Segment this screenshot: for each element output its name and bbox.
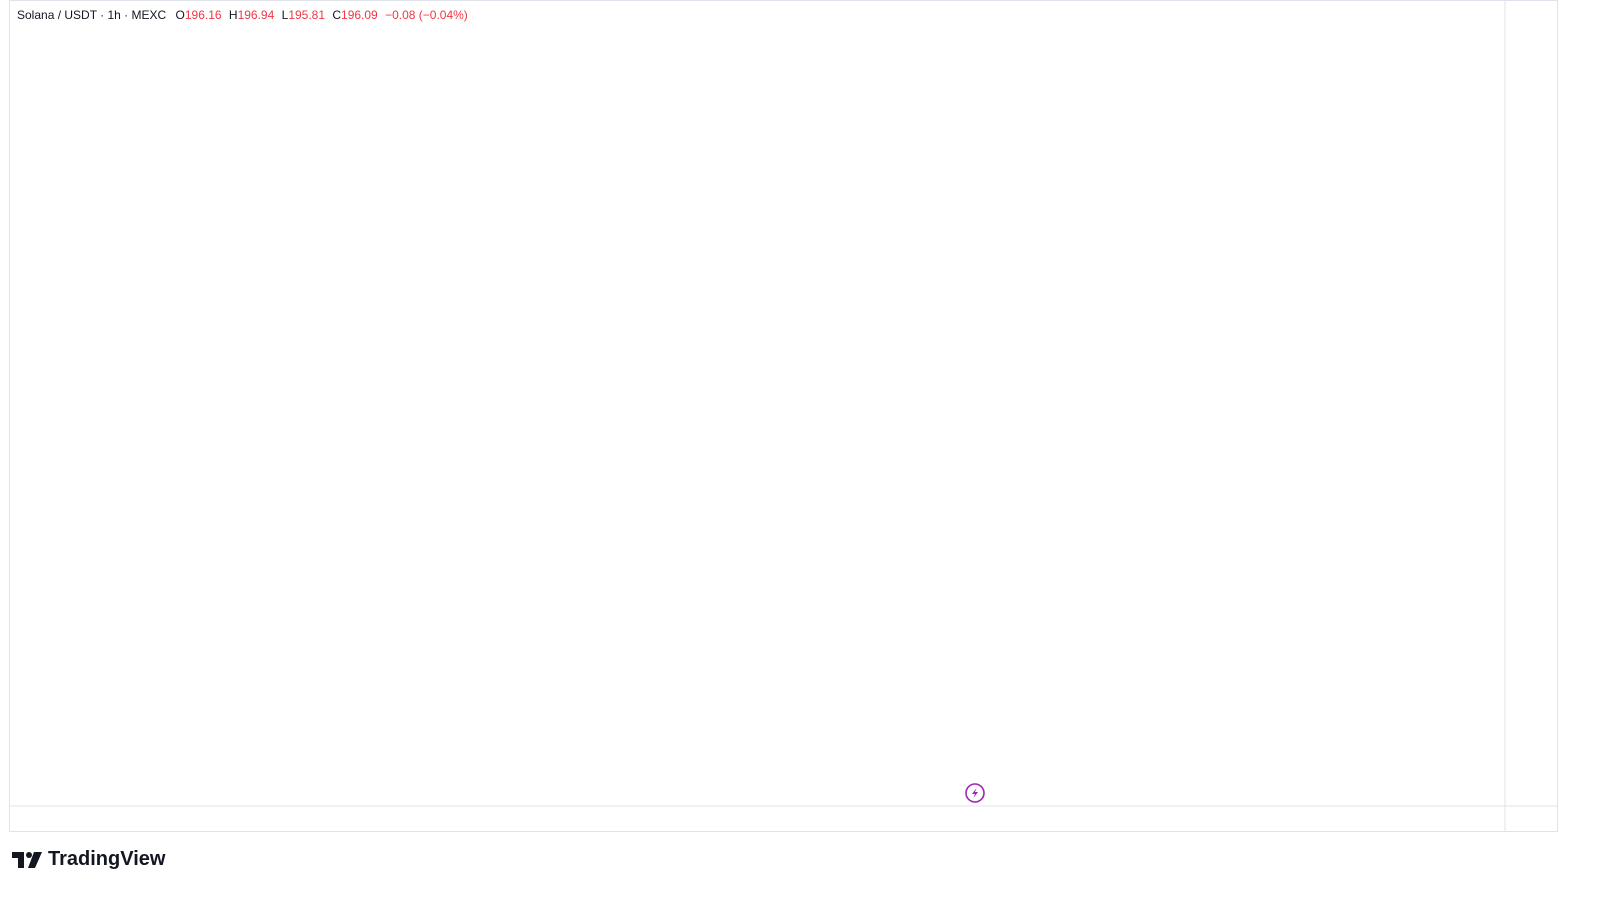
symbol-header: Solana / USDT · 1h · MEXC O196.16 H196.9… — [17, 8, 472, 22]
brand[interactable]: TradingView — [12, 848, 165, 871]
chart-frame — [9, 0, 1558, 832]
lightning-icon[interactable] — [965, 783, 985, 803]
ohlc-label: O — [175, 8, 185, 22]
ohlc-value: 196.94 — [237, 8, 275, 22]
ohlc-value: 196.16 — [184, 8, 222, 22]
ohlc-value: 196.09 — [341, 8, 378, 22]
brand-name: TradingView — [48, 848, 166, 870]
ohlc-label: H — [228, 8, 238, 22]
ohlc-label: L — [281, 8, 289, 22]
brand-logo — [12, 851, 42, 868]
change: −0.08 (−0.04%) — [385, 8, 468, 22]
ohlc-value: 195.81 — [288, 8, 326, 22]
ohlc-label: C — [332, 8, 342, 22]
symbol[interactable]: Solana / USDT · 1h · MEXC — [17, 8, 167, 22]
